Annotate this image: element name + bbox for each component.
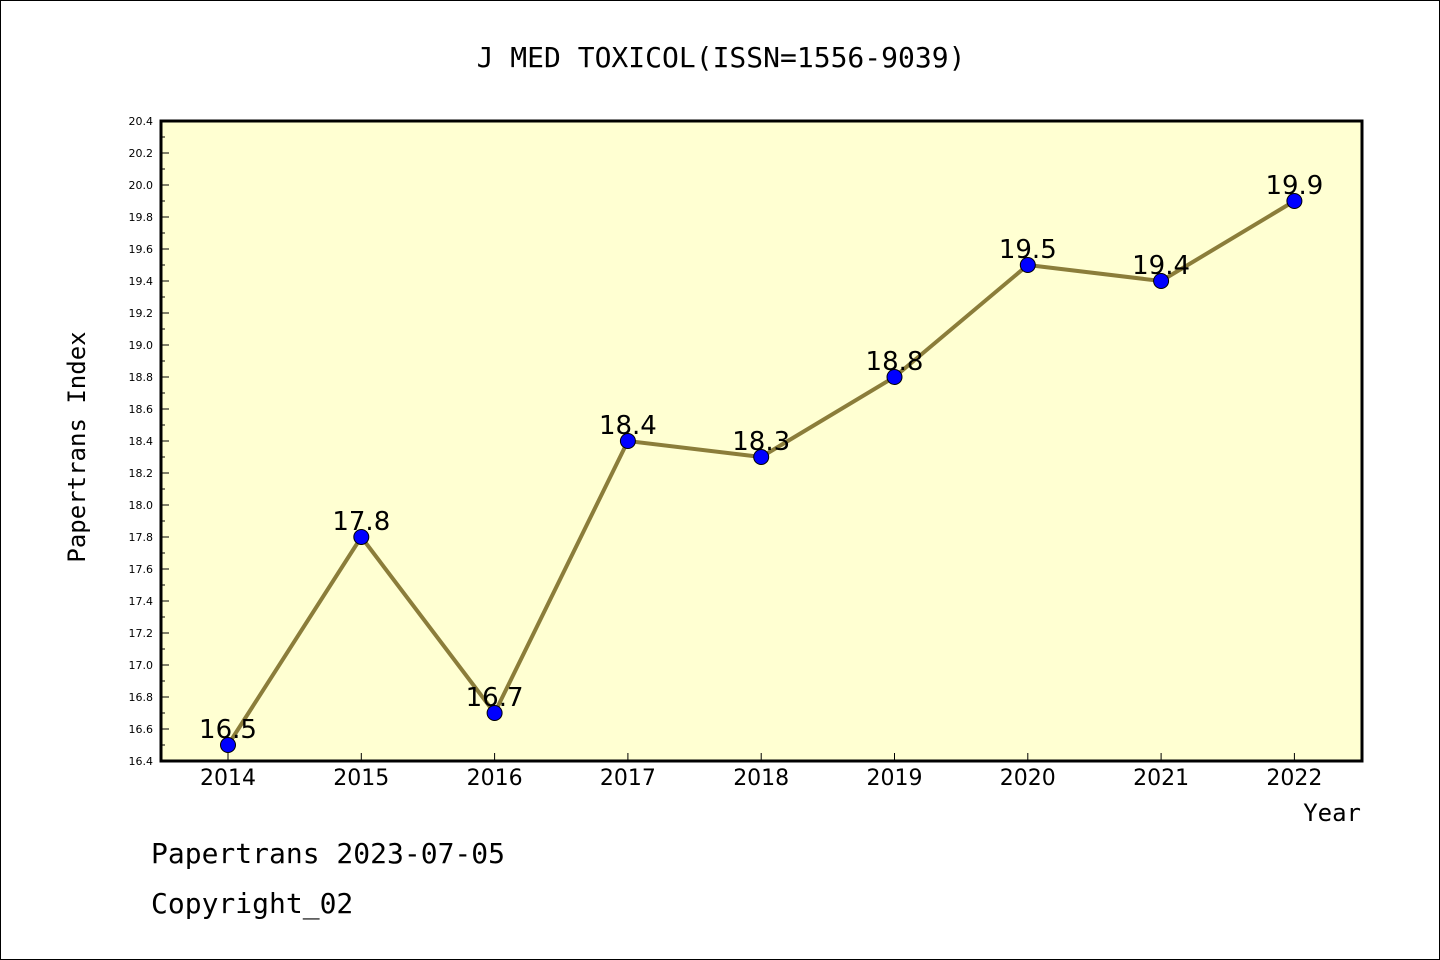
y-tick-label: 17.6 xyxy=(129,563,154,576)
data-labels-group: 16.5 17.8 16.7 18.4 18.3 18.8 19.5 19.4 19.9 xyxy=(199,171,1323,745)
data-point-marker xyxy=(1019,257,1036,273)
chart-title: J MED TOXICOL(ISSN=1556-9039) xyxy=(477,41,966,74)
data-label: 19.4 xyxy=(1132,251,1190,281)
data-point-marker xyxy=(1153,273,1170,289)
data-label: 17.8 xyxy=(332,507,390,537)
y-axis-ticks: 16.4 16.6 16.8 17.0 17.2 17.4 17.6 17.8 18.0 18.2… xyxy=(129,115,169,768)
y-tick-label: 19.8 xyxy=(129,211,154,224)
y-tick-label: 16.8 xyxy=(129,691,154,704)
x-tick-label: 2018 xyxy=(733,766,789,791)
y-tick-label: 18.4 xyxy=(129,435,154,448)
data-label: 19.9 xyxy=(1265,171,1323,201)
x-tick-label: 2016 xyxy=(467,766,523,791)
y-tick-label: 16.6 xyxy=(129,723,154,736)
y-tick-label: 20.4 xyxy=(129,115,154,128)
y-tick-label: 19.0 xyxy=(129,339,154,352)
x-axis-label: Year xyxy=(1303,799,1361,827)
y-tick-label: 20.0 xyxy=(129,179,154,192)
data-point-marker xyxy=(619,433,636,449)
y-tick-label: 18.8 xyxy=(129,371,154,384)
y-tick-label: 19.4 xyxy=(129,275,154,288)
y-tick-label: 19.6 xyxy=(129,243,154,256)
data-label: 18.8 xyxy=(866,347,924,377)
y-tick-label: 17.0 xyxy=(129,659,154,672)
y-tick-label: 17.2 xyxy=(129,627,154,640)
footer-copyright-text: Copyright_02 xyxy=(151,887,354,920)
y-tick-label: 18.2 xyxy=(129,467,154,480)
data-label: 16.7 xyxy=(466,683,524,713)
data-point-marker xyxy=(886,369,903,385)
data-point-marker xyxy=(1286,193,1303,209)
x-tick-label: 2022 xyxy=(1266,766,1322,791)
data-point-marker xyxy=(353,529,370,545)
x-tick-label: 2015 xyxy=(333,766,389,791)
y-tick-label: 19.2 xyxy=(129,307,154,320)
data-point-marker xyxy=(753,449,770,465)
data-point-marker xyxy=(220,737,236,753)
data-label: 19.5 xyxy=(999,235,1057,265)
x-tick-label: 2021 xyxy=(1133,766,1189,791)
x-tick-label: 2020 xyxy=(1000,766,1056,791)
plot-border xyxy=(159,119,1364,763)
footer-date-text: Papertrans 2023-07-05 xyxy=(151,837,506,870)
series-group xyxy=(220,193,1303,753)
y-tick-label: 16.4 xyxy=(129,755,154,768)
y-tick-label: 18.0 xyxy=(129,499,154,512)
data-label: 18.3 xyxy=(732,427,790,457)
x-axis-ticks: 2014 2015 2016 2017 2018 2019 2020 2021 2022 xyxy=(200,753,1322,791)
x-tick-label: 2017 xyxy=(600,766,656,791)
y-tick-label: 20.2 xyxy=(129,147,154,160)
x-tick-label: 2014 xyxy=(200,766,256,791)
y-tick-label: 18.6 xyxy=(129,403,154,416)
data-label: 18.4 xyxy=(599,411,657,441)
data-point-marker xyxy=(486,705,503,721)
plot-area xyxy=(161,121,1362,761)
y-tick-label: 17.8 xyxy=(129,531,154,544)
data-label: 16.5 xyxy=(199,715,257,745)
x-tick-label: 2019 xyxy=(867,766,923,791)
y-tick-label: 17.4 xyxy=(129,595,154,608)
y-axis-label: Papertrans Index xyxy=(63,331,91,562)
